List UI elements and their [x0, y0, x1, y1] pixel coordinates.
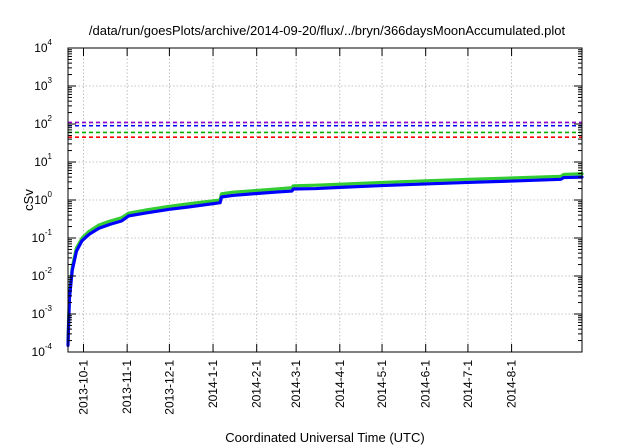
y-tick-exponent: 4 — [48, 38, 53, 47]
x-tick-label: 2014-2-1 — [250, 360, 264, 408]
y-tick-exponent: 2 — [48, 114, 53, 123]
y-tick-exponent: 1 — [48, 152, 53, 161]
y-tick-exponent: 0 — [48, 190, 53, 199]
y-tick-exponent: -1 — [45, 228, 53, 237]
x-tick-label: 2014-5-1 — [375, 360, 389, 408]
x-axis: 2013-10-1 2013-11-1 2013-12-1 2014-1-1 2014-… — [76, 48, 519, 415]
x-tick-label: 2014-6-1 — [419, 360, 433, 408]
threshold-lines — [68, 121, 582, 138]
x-tick-label: 2014-7-1 — [461, 360, 475, 408]
y-tick-exponent: -2 — [45, 266, 53, 275]
x-tick-label: 2013-11-1 — [120, 360, 134, 414]
x-tick-label: 2014-8-1 — [505, 360, 519, 408]
chart-title: /data/run/goesPlots/archive/2014-09-20/f… — [89, 23, 566, 38]
x-tick-label: 2014-4-1 — [333, 360, 347, 408]
y-axis-label: cSv — [21, 189, 36, 211]
series-line — [66, 175, 584, 347]
x-tick-label: 2013-10-1 — [76, 360, 90, 415]
x-tick-label: 2014-1-1 — [206, 360, 220, 408]
y-tick-exponent: -4 — [45, 342, 53, 351]
x-tick-label: 2014-3-1 — [289, 360, 303, 408]
series-group — [66, 172, 584, 347]
y-tick-exponent: -3 — [45, 304, 53, 313]
x-axis-label: Coordinated Universal Time (UTC) — [225, 430, 424, 445]
x-tick-label: 2013-12-1 — [162, 360, 176, 415]
y-tick-exponent: 3 — [48, 76, 53, 85]
